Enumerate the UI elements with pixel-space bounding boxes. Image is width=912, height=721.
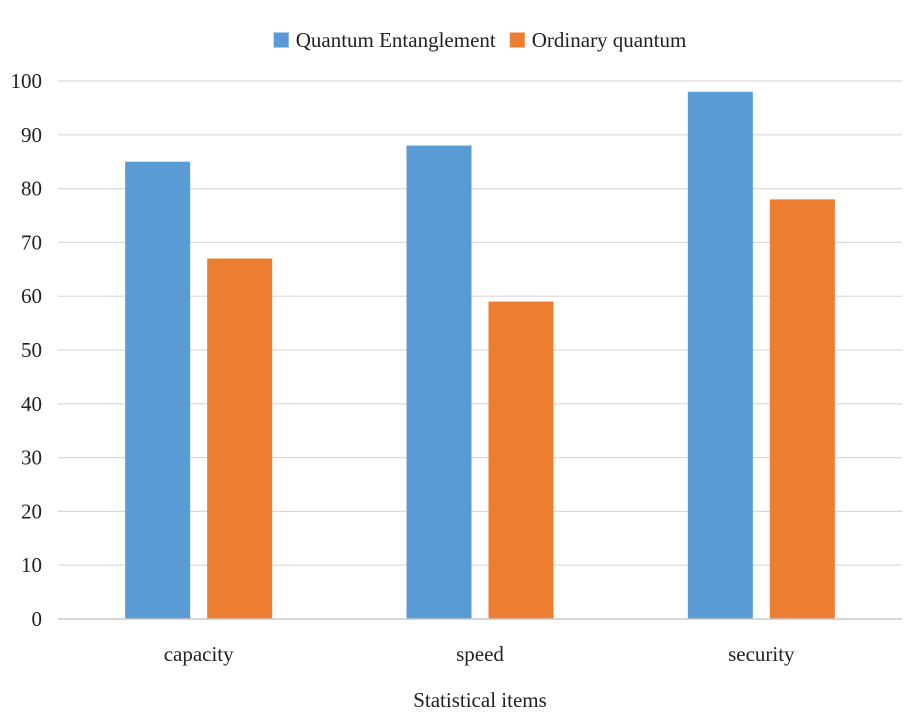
- bar-speed-series-2: [488, 301, 554, 619]
- legend-swatch: [509, 32, 525, 48]
- y-tick-label: 30: [21, 446, 42, 470]
- x-category-label: speed: [456, 642, 504, 666]
- x-axis-category-labels: capacity speed security: [164, 642, 795, 666]
- bars: [125, 91, 835, 620]
- bar-capacity-series-1: [125, 161, 191, 619]
- y-axis-tick-labels: 0 10 20 30 40 50 60 70 80 90 100: [11, 69, 43, 631]
- x-axis-title: Statistical items: [413, 688, 547, 712]
- legend: Quantum Entanglement Ordinary quantum: [273, 28, 687, 52]
- gridlines: [58, 80, 902, 566]
- y-tick-label: 70: [21, 230, 42, 254]
- y-tick-label: 50: [21, 338, 42, 362]
- y-tick-label: 0: [32, 607, 43, 631]
- y-tick-label: 80: [21, 177, 42, 201]
- x-category-label: capacity: [164, 642, 234, 666]
- bar-speed-series-1: [406, 145, 472, 619]
- y-tick-label: 40: [21, 392, 42, 416]
- y-tick-label: 60: [21, 284, 42, 308]
- y-tick-label: 90: [21, 123, 42, 147]
- legend-swatch: [273, 32, 289, 48]
- x-category-label: security: [728, 642, 795, 666]
- y-tick-label: 10: [21, 553, 42, 577]
- y-tick-label: 20: [21, 499, 42, 523]
- bar-capacity-series-2: [207, 258, 273, 619]
- legend-label: Ordinary quantum: [532, 28, 687, 52]
- legend-label: Quantum Entanglement: [296, 28, 496, 52]
- bar-security-series-1: [687, 91, 753, 619]
- bar-security-series-2: [769, 199, 835, 620]
- y-tick-label: 100: [11, 69, 43, 93]
